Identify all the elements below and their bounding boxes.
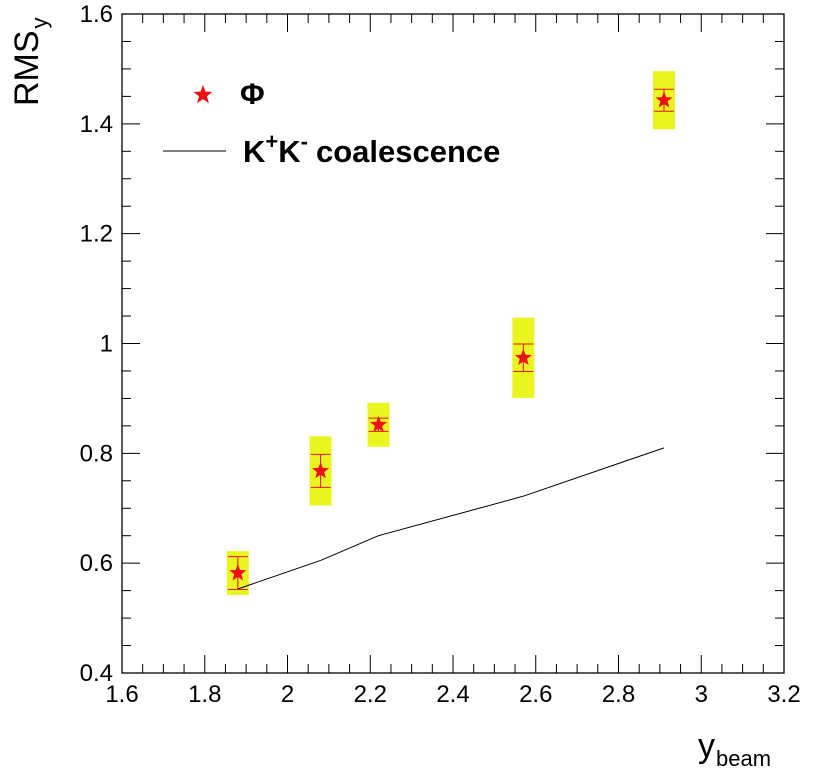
coalescence-lines [237, 447, 665, 590]
x-axis-title: ybeam [698, 727, 771, 771]
y-tick-labels: 0.4 0.6 0.8 1 1.2 1.4 1.6 [80, 1, 113, 687]
x-tick-label: 2 [281, 681, 294, 708]
x-tick-label: 1.8 [188, 681, 221, 708]
y-axis-title: RMSy [8, 17, 52, 106]
y-tick-label: 0.4 [80, 660, 113, 687]
coalescence-line-segment [523, 447, 665, 497]
y-tick-label: 1.2 [80, 221, 113, 248]
legend: Φ K+K-coalescence [163, 78, 500, 169]
legend-coalescence-label: K+K-coalescence [243, 129, 500, 169]
plot-frame [121, 13, 785, 674]
phi-markers [229, 91, 673, 581]
phi-star-point [514, 348, 532, 366]
y-tick-label: 0.6 [80, 550, 113, 577]
x-tick-label: 3.2 [767, 681, 800, 708]
x-tick-label: 2.8 [602, 681, 635, 708]
y-tick-label: 1.4 [80, 111, 113, 138]
phi-star-point [369, 415, 388, 433]
legend-phi-label: Φ [240, 78, 265, 111]
x-tick-label: 3 [695, 681, 708, 708]
coalescence-line-segment [237, 559, 321, 590]
legend-phi-star-icon [193, 85, 213, 104]
x-tick-label: 1.6 [105, 681, 138, 708]
x-tick-label: 2.4 [436, 681, 469, 708]
coalescence-line-segment [320, 535, 379, 561]
x-tick-label: 2.6 [519, 681, 552, 708]
phi-star-point [229, 564, 247, 581]
axis-ticks [121, 13, 785, 674]
y-tick-label: 1.6 [80, 1, 113, 28]
y-tick-label: 1 [100, 331, 113, 358]
phi-star-point [655, 91, 673, 108]
coalescence-line-segment [378, 495, 524, 537]
phi-star-point [312, 461, 330, 479]
x-tick-label: 2.2 [354, 681, 387, 708]
x-tick-labels: 1.6 1.8 2 2.2 2.4 2.6 2.8 3 3.2 [105, 681, 800, 708]
y-tick-label: 0.8 [80, 440, 113, 467]
